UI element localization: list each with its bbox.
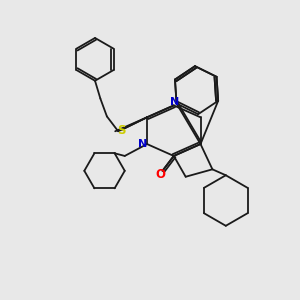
- Text: S: S: [117, 124, 125, 137]
- Text: O: O: [155, 168, 165, 181]
- Text: N: N: [138, 139, 148, 149]
- Text: N: N: [170, 97, 179, 107]
